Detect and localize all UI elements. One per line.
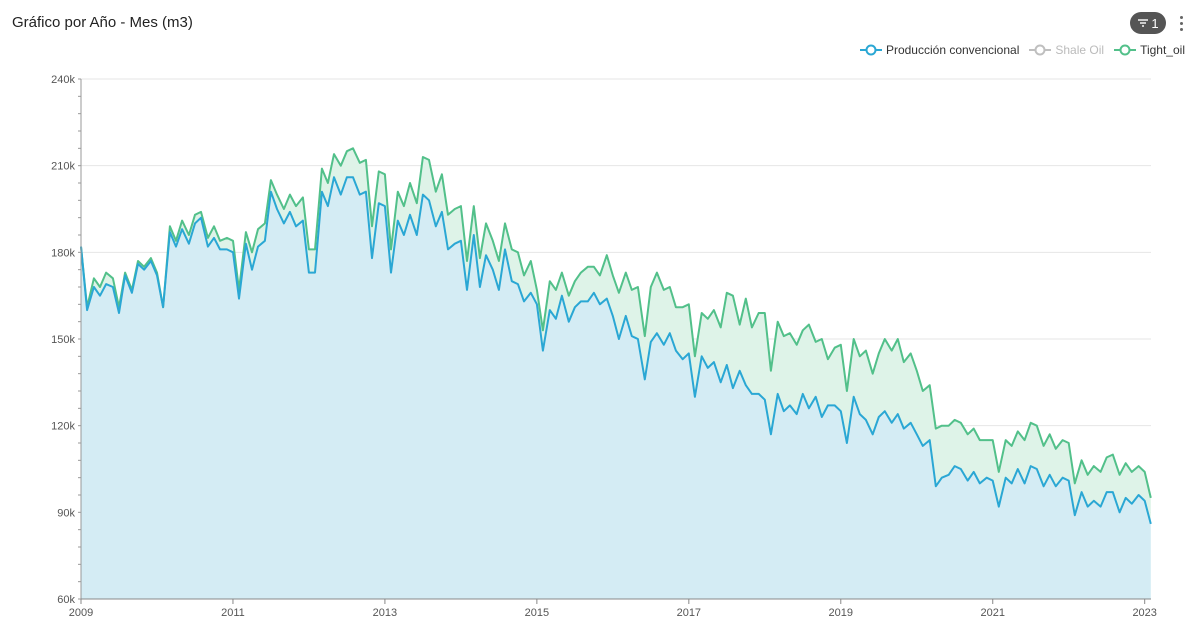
tight-oil-line [80, 147, 1152, 499]
y-tick-label: 240k [51, 74, 75, 86]
legend: Producción convencional Shale Oil Tight_oi… [859, 43, 1185, 57]
legend-item-0[interactable]: Producción convencional [859, 43, 1020, 57]
x-tick-label: 2021 [980, 607, 1004, 619]
legend-item-1[interactable]: Shale Oil [1029, 43, 1104, 57]
legend-label: Tight_oil [1140, 43, 1185, 57]
chart-title: Gráfico por Año - Mes (m3) [12, 14, 193, 31]
legend-marker-icon [1114, 44, 1137, 56]
y-tick-label: 90k [57, 507, 75, 519]
x-tick-label: 2019 [829, 607, 853, 619]
conventional-line [80, 176, 1152, 525]
filter-count: 1 [1151, 15, 1159, 31]
x-tick-label: 2013 [373, 607, 397, 619]
y-tick-label: 150k [51, 334, 75, 346]
x-tick-label: 2015 [525, 607, 549, 619]
x-tick-label: 2017 [677, 607, 701, 619]
y-tick-label: 180k [51, 247, 75, 259]
x-tick-label: 2023 [1132, 607, 1156, 619]
filter-badge[interactable]: 1 [1130, 12, 1166, 34]
legend-marker-icon [859, 44, 882, 56]
x-tick-label: 2009 [69, 607, 93, 619]
legend-label: Shale Oil [1055, 43, 1105, 57]
legend-item-2[interactable]: Tight_oil [1114, 43, 1185, 57]
filter-icon [1138, 19, 1149, 27]
y-tick-label: 210k [51, 161, 75, 173]
legend-marker-icon [1029, 44, 1052, 56]
x-tick-label: 2011 [221, 607, 245, 619]
y-tick-label: 60k [57, 594, 75, 606]
conventional-area [81, 177, 1151, 599]
y-tick-label: 120k [51, 421, 75, 433]
more-options-icon[interactable] [1176, 12, 1186, 34]
legend-label: Producción convencional [885, 43, 1020, 57]
